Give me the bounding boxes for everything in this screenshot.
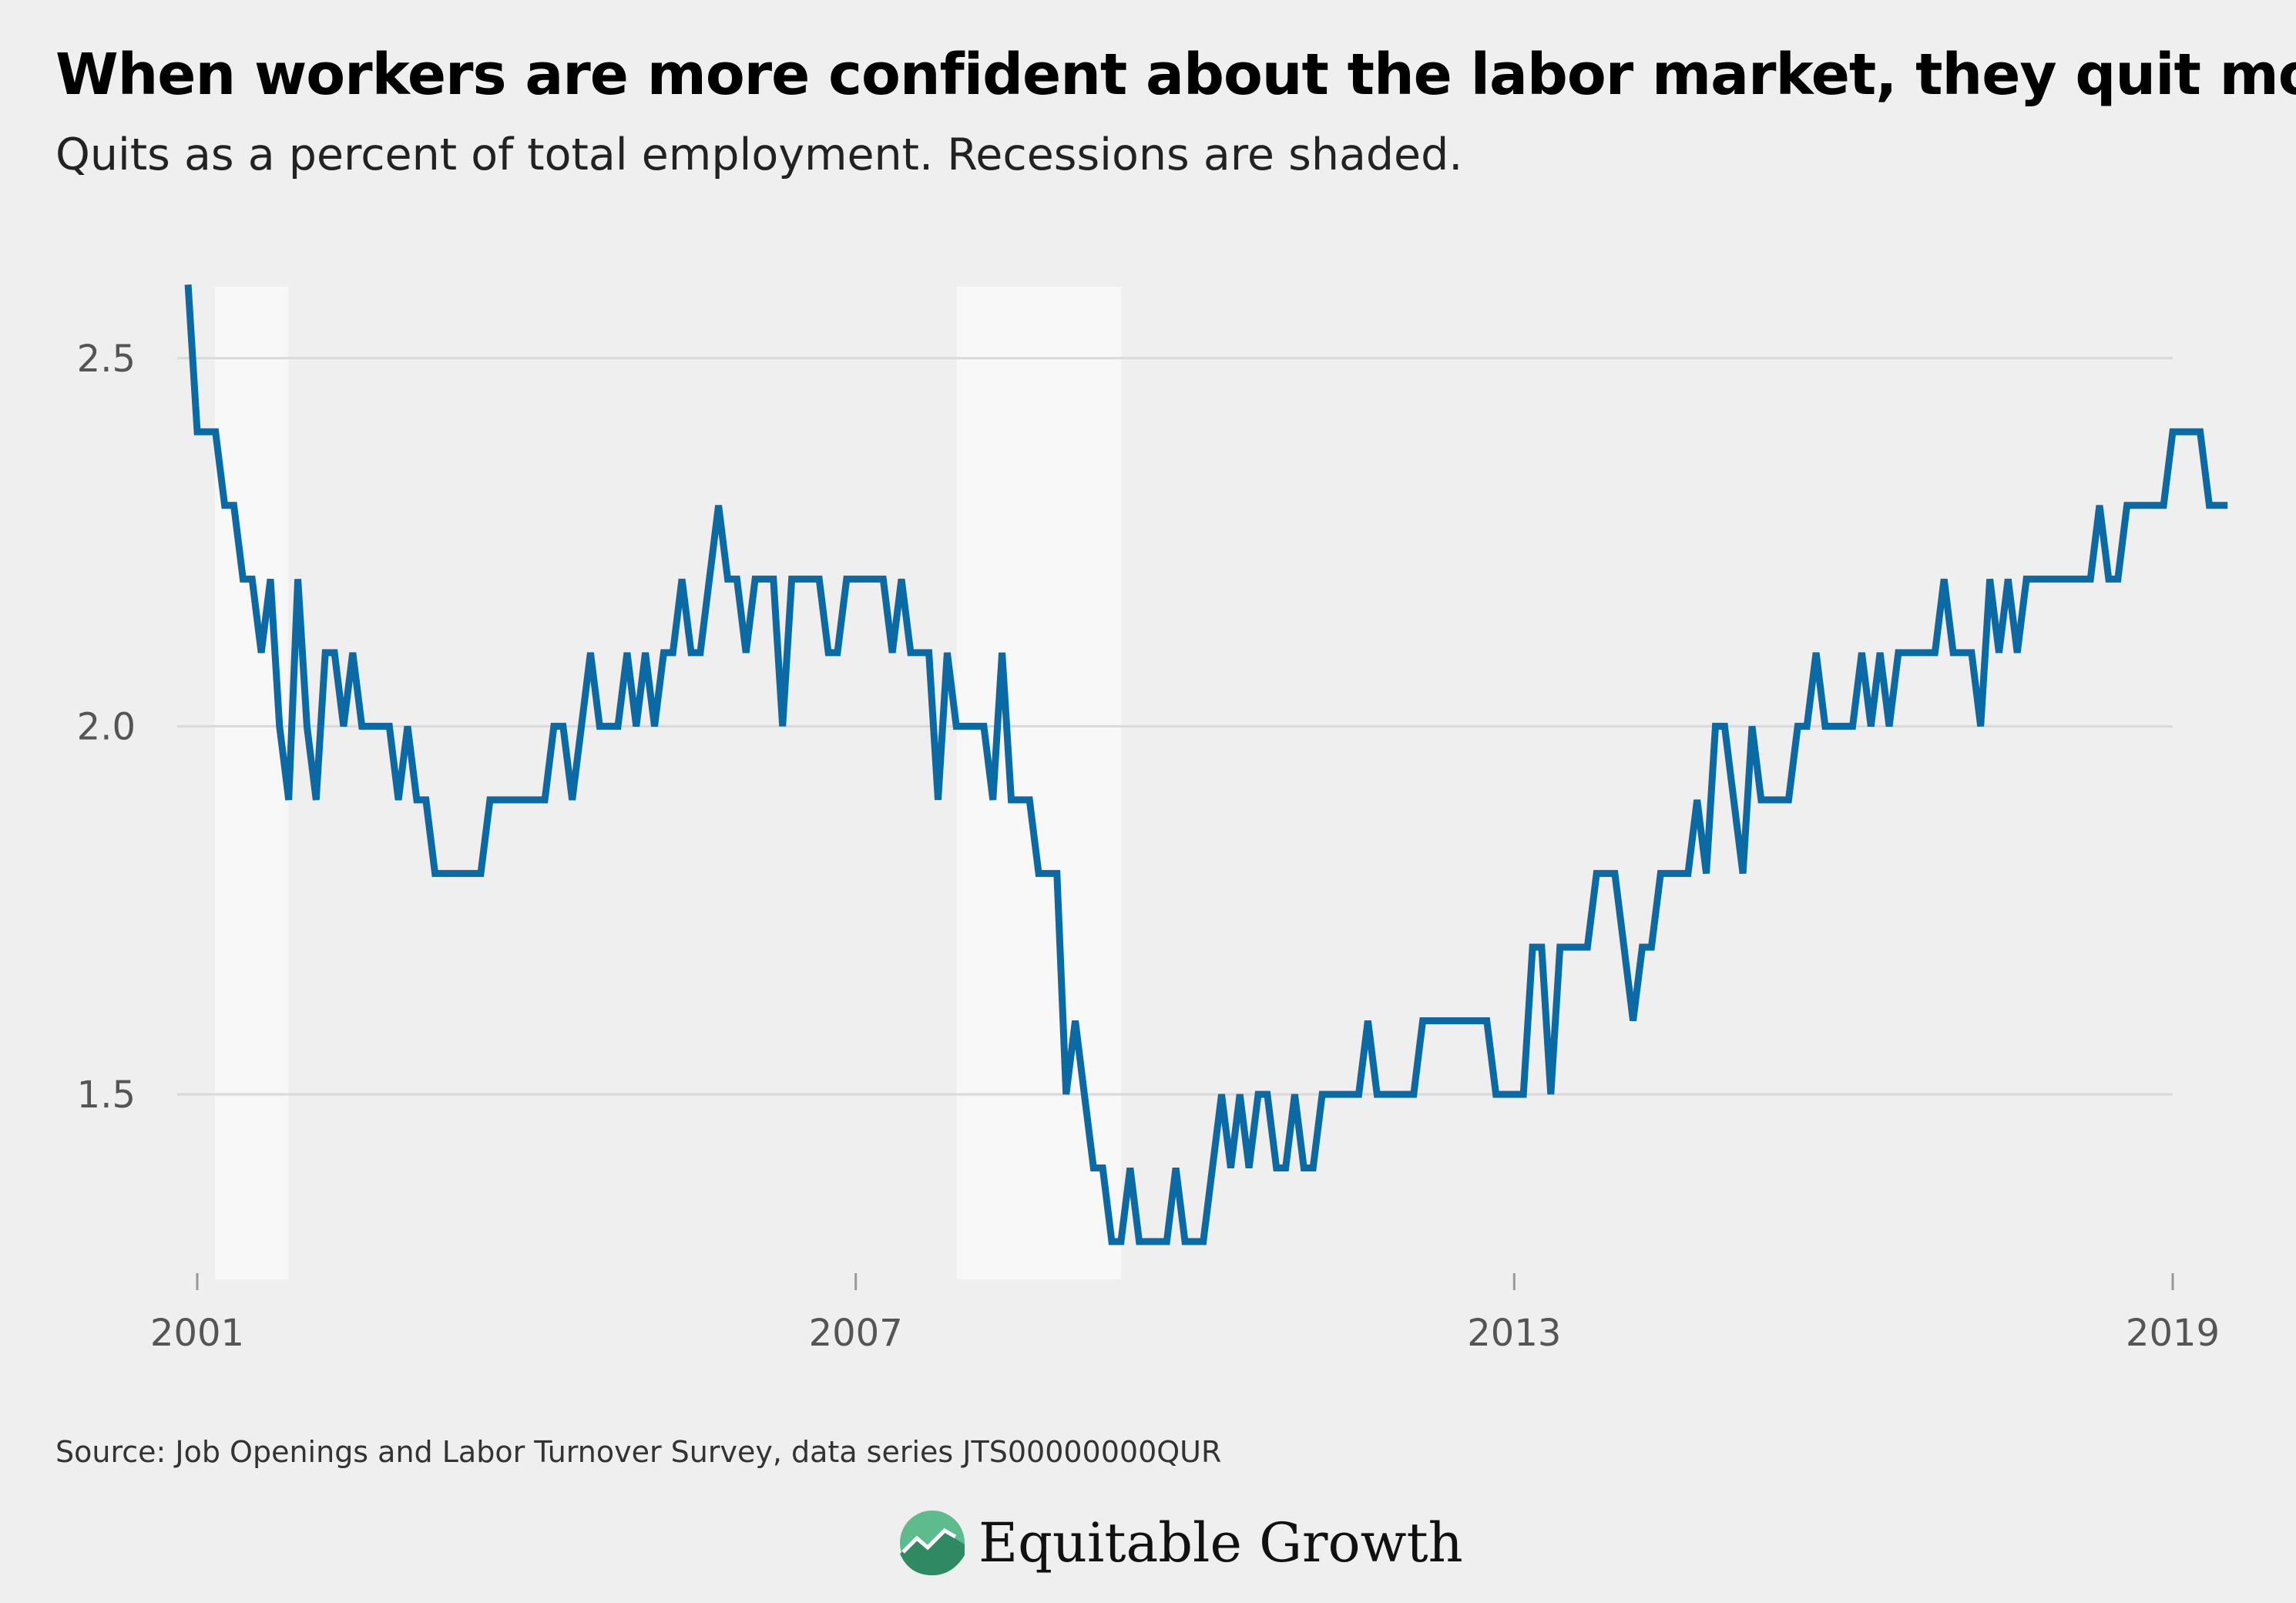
- series-line-group: [184, 284, 2228, 1245]
- x-tick-label: 2007: [809, 1312, 903, 1355]
- growth-logo-icon: [900, 1511, 965, 1575]
- x-tick-label: 2001: [150, 1312, 244, 1355]
- y-tick-label: 1.5: [77, 1074, 136, 1117]
- y-tick-label: 2.5: [77, 338, 136, 381]
- series-line-1: [184, 284, 2228, 1245]
- y-tick-label: 2.0: [77, 705, 136, 748]
- chart-title: When workers are more confident about th…: [55, 42, 2296, 108]
- chart-subtitle: Quits as a percent of total employment. …: [55, 129, 1463, 180]
- recession-band-2: [956, 287, 1122, 1279]
- chart-plot: 1.5 2.0 2.5 2001 2007 2013 2019: [77, 284, 2228, 1355]
- y-axis: 1.5 2.0 2.5: [77, 338, 136, 1117]
- recession-bands: [214, 287, 1122, 1279]
- brand-logo: Equitable Growth: [898, 1509, 1463, 1577]
- brand-name: Equitable Growth: [978, 1511, 1463, 1574]
- source-note: Source: Job Openings and Labor Turnover …: [55, 1435, 1222, 1469]
- recession-band-1: [214, 287, 289, 1279]
- x-axis: 2001 2007 2013 2019: [150, 1273, 2220, 1355]
- x-tick-label: 2019: [2126, 1312, 2220, 1355]
- x-tick-label: 2013: [1467, 1312, 1561, 1355]
